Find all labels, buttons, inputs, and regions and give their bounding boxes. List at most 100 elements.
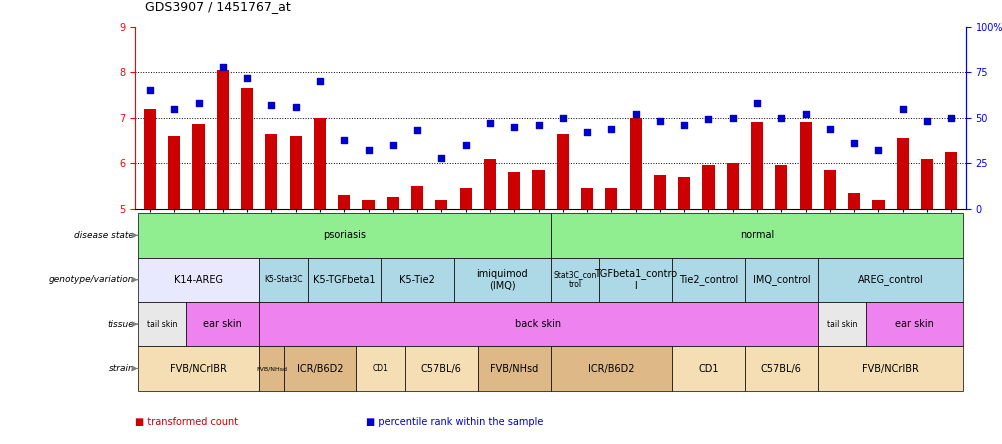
Bar (137, 258, 259, 302)
Text: K14-AREG: K14-AREG (174, 275, 222, 285)
Text: Stat3C_con
trol: Stat3C_con trol (553, 270, 596, 289)
Bar (259, 346, 284, 391)
Point (336, 136, 352, 143)
Bar (598, 258, 671, 302)
Point (942, 114, 958, 121)
Bar (677, 177, 689, 209)
Bar (143, 109, 156, 209)
Bar (356, 346, 405, 391)
Text: disease state: disease state (74, 231, 134, 240)
Point (457, 142, 473, 149)
Bar (259, 258, 308, 302)
Point (578, 129, 594, 136)
Bar (701, 166, 713, 209)
Point (530, 121, 546, 128)
Point (360, 147, 376, 154)
Point (603, 125, 619, 132)
Bar (137, 213, 550, 258)
Bar (453, 258, 550, 302)
Text: TGFbeta1_contro
l: TGFbeta1_contro l (593, 269, 676, 291)
Text: ■ transformed count: ■ transformed count (135, 417, 238, 428)
Bar (405, 346, 477, 391)
Text: tail skin: tail skin (146, 320, 177, 329)
Bar (137, 302, 186, 346)
Text: K5-Stat3C: K5-Stat3C (264, 275, 303, 284)
Bar (817, 302, 866, 346)
Point (433, 154, 449, 161)
Bar (750, 122, 763, 209)
Bar (338, 195, 350, 209)
Point (142, 87, 158, 94)
Text: GDS3907 / 1451767_at: GDS3907 / 1451767_at (145, 0, 291, 13)
Bar (381, 258, 453, 302)
Point (675, 121, 691, 128)
Text: Tie2_control: Tie2_control (678, 274, 737, 285)
Bar (604, 188, 617, 209)
Bar (550, 258, 598, 302)
Bar (266, 134, 278, 209)
Text: AREG_control: AREG_control (857, 274, 923, 285)
Point (409, 127, 425, 134)
Point (651, 118, 667, 125)
Bar (944, 152, 957, 209)
Point (821, 125, 837, 132)
Point (288, 103, 304, 110)
Bar (550, 346, 671, 391)
Bar (872, 200, 884, 209)
Text: strain: strain (108, 364, 134, 373)
Bar (137, 346, 259, 391)
Bar (508, 172, 520, 209)
Bar (314, 118, 326, 209)
Bar (799, 122, 811, 209)
Text: C57BL/6: C57BL/6 (421, 364, 461, 373)
Bar (550, 213, 963, 258)
Point (264, 101, 280, 108)
Bar (896, 138, 908, 209)
Text: CD1: CD1 (697, 364, 718, 373)
Text: CD1: CD1 (373, 364, 388, 373)
Text: K5-TGFbeta1: K5-TGFbeta1 (313, 275, 375, 285)
Bar (387, 197, 399, 209)
Point (238, 74, 255, 81)
Point (312, 78, 328, 85)
Point (773, 114, 789, 121)
Bar (290, 136, 302, 209)
Bar (216, 70, 228, 209)
Bar (284, 346, 356, 391)
Point (506, 123, 522, 131)
Bar (744, 258, 817, 302)
Point (918, 118, 934, 125)
Bar (580, 188, 592, 209)
Text: IMQ_control: IMQ_control (752, 274, 810, 285)
Text: FVB/NCrIBR: FVB/NCrIBR (862, 364, 918, 373)
Bar (848, 193, 860, 209)
Bar (671, 258, 744, 302)
Point (214, 63, 230, 70)
Bar (459, 188, 471, 209)
Text: back skin: back skin (515, 319, 561, 329)
Point (870, 147, 886, 154)
Text: FVB/NHsd: FVB/NHsd (490, 364, 538, 373)
Text: FVB/NHsd: FVB/NHsd (256, 366, 287, 371)
Bar (168, 136, 180, 209)
Bar (726, 163, 738, 209)
Point (627, 111, 643, 118)
Text: imiquimod
(IMQ): imiquimod (IMQ) (476, 269, 527, 290)
Text: genotype/variation: genotype/variation (49, 275, 134, 284)
Text: ear skin: ear skin (895, 319, 934, 329)
Point (554, 114, 570, 121)
Bar (308, 258, 381, 302)
Bar (920, 159, 932, 209)
Bar (671, 346, 744, 391)
Bar (629, 118, 641, 209)
Text: ICR/B6D2: ICR/B6D2 (297, 364, 343, 373)
Bar (362, 200, 374, 209)
Bar (411, 186, 423, 209)
Bar (775, 166, 787, 209)
Bar (186, 302, 259, 346)
Text: tail skin: tail skin (826, 320, 857, 329)
Text: K5-Tie2: K5-Tie2 (399, 275, 435, 285)
Text: C57BL/6: C57BL/6 (761, 364, 801, 373)
Text: ear skin: ear skin (203, 319, 242, 329)
Bar (556, 134, 568, 209)
